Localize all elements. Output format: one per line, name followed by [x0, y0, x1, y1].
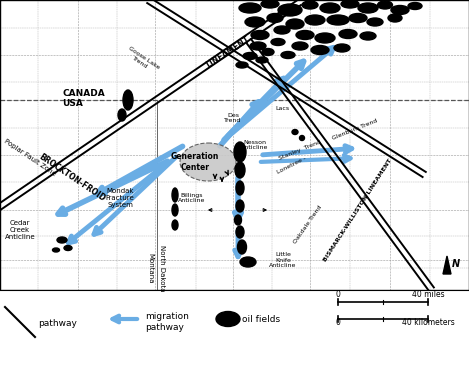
- Ellipse shape: [236, 226, 244, 238]
- Text: BROCKTON-FROID: BROCKTON-FROID: [37, 152, 107, 204]
- Ellipse shape: [341, 0, 359, 8]
- Ellipse shape: [245, 17, 265, 27]
- Ellipse shape: [239, 3, 261, 13]
- Text: Poplar Fault Zone: Poplar Fault Zone: [3, 138, 57, 178]
- Ellipse shape: [251, 30, 269, 40]
- Ellipse shape: [236, 181, 244, 195]
- Ellipse shape: [358, 3, 378, 13]
- Ellipse shape: [234, 142, 246, 162]
- Ellipse shape: [250, 42, 266, 50]
- Ellipse shape: [292, 130, 298, 134]
- Ellipse shape: [123, 90, 133, 110]
- Polygon shape: [443, 256, 451, 274]
- Ellipse shape: [118, 109, 126, 121]
- Text: USA: USA: [62, 98, 83, 108]
- Ellipse shape: [281, 51, 295, 58]
- Ellipse shape: [236, 62, 248, 68]
- Text: Des
Trend: Des Trend: [224, 113, 242, 123]
- Ellipse shape: [292, 42, 308, 50]
- Text: North Dakota: North Dakota: [159, 245, 165, 291]
- Ellipse shape: [302, 1, 318, 9]
- Ellipse shape: [234, 215, 242, 225]
- Ellipse shape: [300, 135, 304, 141]
- Ellipse shape: [388, 14, 402, 22]
- Text: Generation
Center: Generation Center: [171, 152, 219, 172]
- Ellipse shape: [327, 15, 349, 25]
- Ellipse shape: [172, 204, 178, 216]
- Ellipse shape: [237, 240, 247, 254]
- Ellipse shape: [391, 6, 409, 15]
- Text: Billings
Anticline: Billings Anticline: [178, 193, 206, 203]
- Ellipse shape: [367, 18, 383, 26]
- Text: CANADA: CANADA: [62, 88, 105, 98]
- Ellipse shape: [172, 188, 178, 202]
- Ellipse shape: [315, 33, 335, 43]
- Text: Lacs: Lacs: [275, 105, 289, 110]
- Ellipse shape: [296, 30, 314, 40]
- Ellipse shape: [53, 248, 60, 252]
- Text: 40 miles: 40 miles: [412, 290, 444, 299]
- Text: oil fields: oil fields: [242, 315, 280, 323]
- Text: migration
pathway: migration pathway: [145, 312, 189, 332]
- Ellipse shape: [57, 237, 67, 243]
- Text: Cedar
Creek
Anticline: Cedar Creek Anticline: [5, 220, 35, 240]
- Text: BISMARCK-WILLISTON LINEAMENT: BISMARCK-WILLISTON LINEAMENT: [323, 158, 393, 262]
- Text: Montana: Montana: [147, 253, 153, 283]
- Ellipse shape: [271, 39, 285, 46]
- Ellipse shape: [349, 14, 367, 22]
- Text: N: N: [452, 259, 460, 269]
- Ellipse shape: [274, 26, 290, 34]
- Ellipse shape: [180, 143, 236, 181]
- Ellipse shape: [261, 0, 279, 8]
- Ellipse shape: [378, 1, 393, 9]
- Ellipse shape: [236, 200, 244, 212]
- Text: 40 kilometers: 40 kilometers: [401, 318, 454, 327]
- Ellipse shape: [339, 29, 357, 39]
- Ellipse shape: [240, 257, 256, 267]
- Text: Stanley  Trend: Stanley Trend: [278, 139, 322, 161]
- Text: Little
Knife
Anticline: Little Knife Anticline: [269, 252, 297, 268]
- Text: LINEAMENT: LINEAMENT: [204, 34, 251, 69]
- Ellipse shape: [172, 220, 178, 230]
- Text: Glenburn Trend: Glenburn Trend: [332, 119, 378, 141]
- Ellipse shape: [64, 246, 72, 251]
- Text: Lonetree -: Lonetree -: [277, 156, 308, 175]
- Ellipse shape: [278, 4, 302, 16]
- Text: 0: 0: [335, 290, 340, 299]
- Ellipse shape: [267, 14, 283, 22]
- Ellipse shape: [286, 19, 304, 29]
- Ellipse shape: [235, 162, 245, 178]
- Ellipse shape: [243, 52, 257, 59]
- Ellipse shape: [311, 46, 329, 55]
- Ellipse shape: [305, 15, 325, 25]
- Ellipse shape: [216, 312, 240, 327]
- Text: Goose Lake
Trend: Goose Lake Trend: [124, 45, 160, 75]
- Ellipse shape: [408, 3, 422, 10]
- Text: pathway: pathway: [38, 319, 77, 327]
- Ellipse shape: [360, 32, 376, 40]
- Text: Oakdale Trend: Oakdale Trend: [293, 205, 323, 245]
- Ellipse shape: [262, 48, 274, 55]
- Ellipse shape: [320, 3, 340, 13]
- Text: Nesson
Anticline: Nesson Anticline: [242, 139, 269, 150]
- Text: Mondak
Fracture
System: Mondak Fracture System: [106, 188, 135, 208]
- Ellipse shape: [334, 44, 350, 52]
- Text: 0: 0: [335, 318, 340, 327]
- Ellipse shape: [256, 57, 268, 63]
